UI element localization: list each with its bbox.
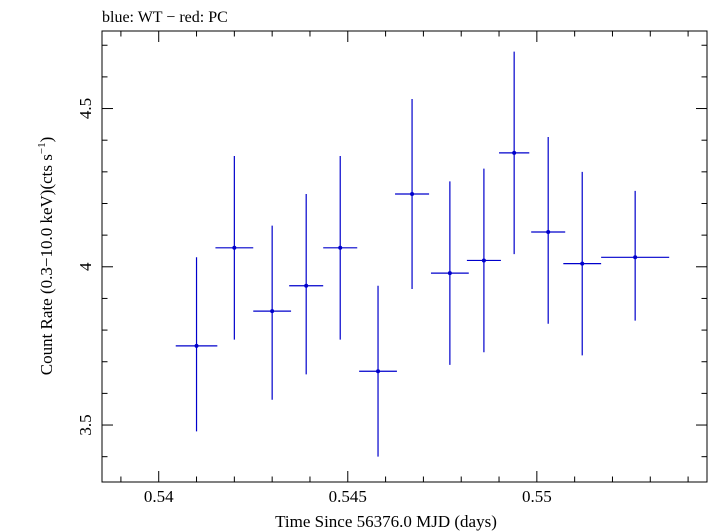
data-point [580,261,585,266]
x-tick-label: 0.545 [329,487,367,506]
data-point [512,150,517,155]
axis-ticks [102,31,707,482]
x-axis-label: Time Since 56376.0 MJD (days) [275,512,497,531]
axis-tick-labels: 0.54 0.545 0.55 3.5 4 4.5 [76,98,552,506]
y-tick-label: 4.5 [76,98,95,119]
y-axis-label-exponent: −1 [36,142,48,154]
data-point [338,245,343,250]
y-tick-label: 4 [76,262,95,271]
chart-title: blue: WT − red: PC [102,9,228,26]
data-point [481,258,486,263]
data-point [270,309,275,314]
y-axis-label-main: Count Rate (0.3−10.0 keV)(cts s [37,154,56,375]
data-point [410,191,415,196]
data-point [546,229,551,234]
y-axis-label: Count Rate (0.3−10.0 keV)(cts s−1) [36,137,56,376]
data-points [175,51,670,457]
data-point [304,283,309,288]
y-axis-label-close: ) [37,137,56,143]
x-tick-label: 0.54 [144,487,174,506]
y-tick-label: 3.5 [76,414,95,435]
data-point [194,343,199,348]
data-point [633,255,638,260]
plot-frame [101,30,708,483]
data-point [376,369,381,374]
x-tick-label: 0.55 [522,487,552,506]
data-point [232,245,237,250]
data-point [447,271,452,276]
